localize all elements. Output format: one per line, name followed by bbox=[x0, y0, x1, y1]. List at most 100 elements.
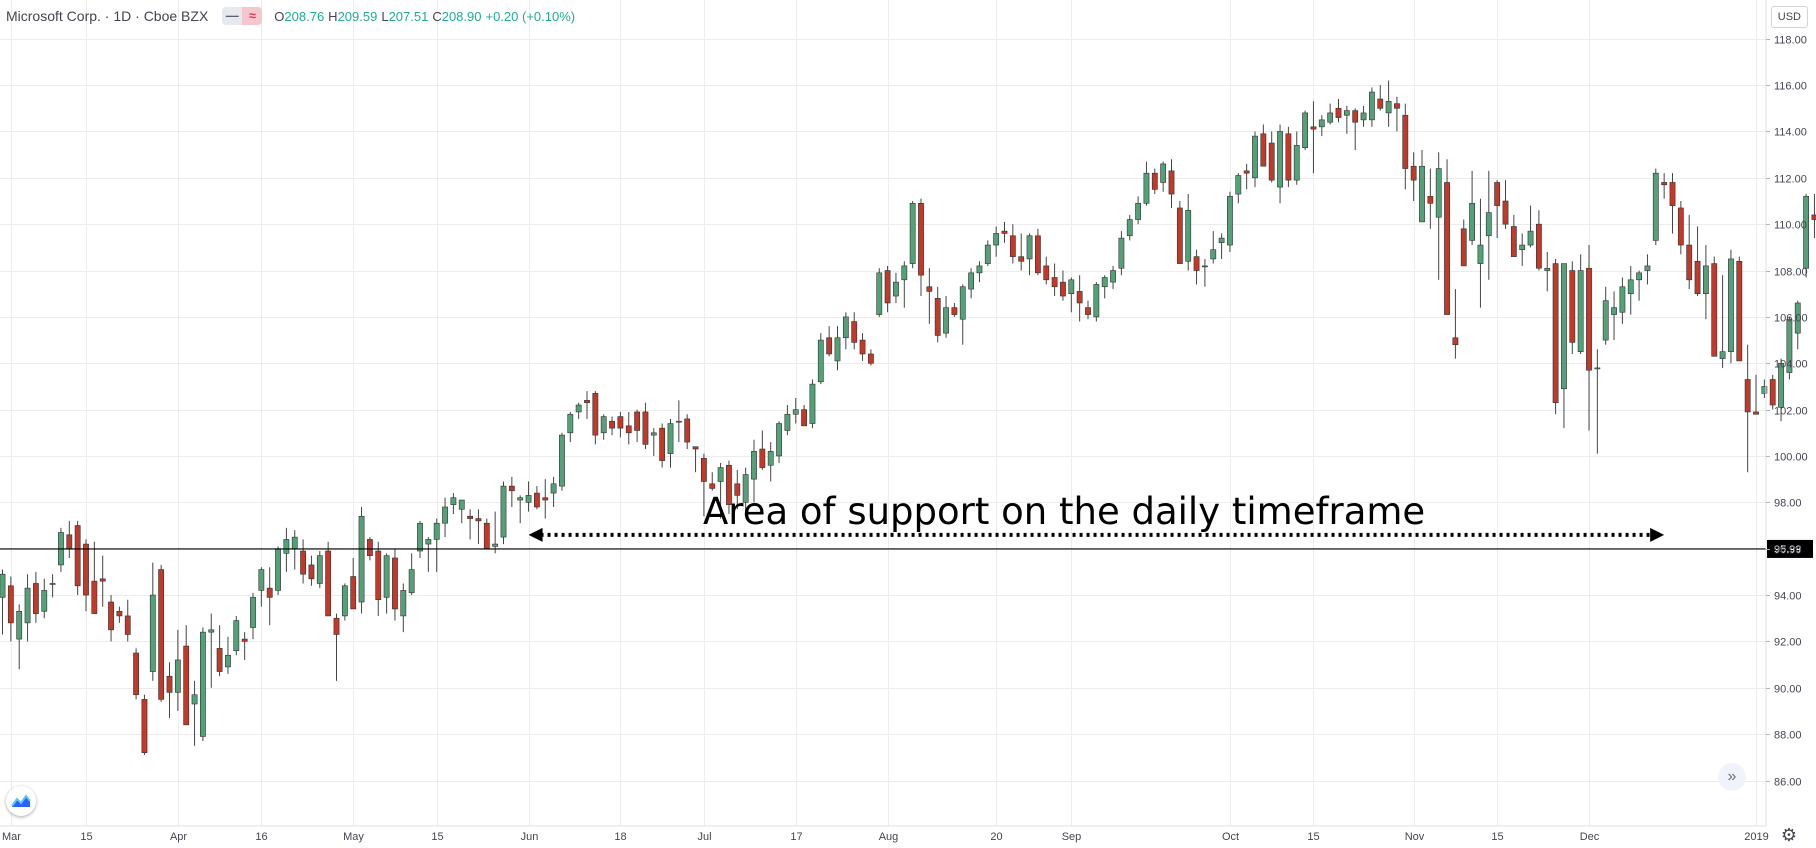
candle-body bbox=[1343, 110, 1350, 116]
candle-body bbox=[893, 281, 899, 297]
candle bbox=[1327, 103, 1334, 125]
candle-body bbox=[667, 423, 674, 454]
candle-body bbox=[617, 416, 624, 429]
candle bbox=[1469, 170, 1475, 246]
candle bbox=[943, 296, 949, 338]
candle bbox=[1168, 159, 1175, 208]
candle bbox=[826, 326, 833, 357]
candle bbox=[792, 398, 799, 424]
candle bbox=[417, 520, 423, 558]
candle-body bbox=[233, 620, 240, 651]
candle bbox=[909, 201, 916, 269]
candle bbox=[433, 518, 440, 572]
candle-body bbox=[200, 631, 206, 737]
candle-body bbox=[408, 569, 415, 594]
gear-icon[interactable]: ⚙ bbox=[1780, 825, 1798, 845]
candle bbox=[1460, 219, 1467, 267]
x-tick-label: Apr bbox=[170, 831, 187, 843]
arrow-head-left bbox=[528, 527, 543, 542]
candle-body bbox=[809, 383, 816, 424]
candle bbox=[751, 439, 757, 503]
candle-body bbox=[1293, 145, 1300, 181]
candle-body bbox=[1452, 337, 1459, 346]
candle-body bbox=[442, 506, 448, 524]
candle bbox=[1277, 124, 1283, 204]
candle bbox=[1669, 173, 1676, 234]
candle bbox=[49, 574, 56, 598]
candle bbox=[993, 226, 1000, 257]
candle-body bbox=[717, 467, 724, 482]
candle bbox=[1686, 214, 1693, 290]
candle-body bbox=[7, 585, 14, 624]
candle-body bbox=[1385, 101, 1392, 114]
candle-body bbox=[1561, 263, 1567, 390]
candle bbox=[1485, 170, 1492, 280]
candle bbox=[166, 662, 173, 718]
candle bbox=[300, 539, 306, 584]
candle bbox=[726, 460, 732, 514]
candle bbox=[1803, 194, 1809, 278]
approx-icon[interactable]: ≈ bbox=[242, 7, 263, 25]
candle-body bbox=[216, 648, 223, 672]
candle-body bbox=[208, 629, 215, 633]
candle-body bbox=[1135, 203, 1141, 220]
minus-icon[interactable]: — bbox=[222, 7, 243, 25]
candle bbox=[1794, 300, 1801, 350]
candle bbox=[275, 546, 281, 596]
candle bbox=[124, 599, 131, 642]
candle-body bbox=[1510, 226, 1517, 257]
support-annotation: Area of support on the daily timeframe bbox=[0, 490, 1766, 550]
candle bbox=[1594, 349, 1601, 454]
candle-body bbox=[1594, 367, 1601, 370]
candle bbox=[1544, 251, 1551, 292]
candle-body bbox=[1736, 260, 1743, 362]
candle-body bbox=[1018, 256, 1025, 262]
candle-body bbox=[366, 539, 373, 556]
currency-button[interactable]: USD bbox=[1770, 6, 1808, 28]
candle-body bbox=[1001, 230, 1008, 234]
candle bbox=[634, 409, 640, 443]
candle-body bbox=[166, 675, 173, 693]
candle bbox=[1410, 152, 1417, 201]
candle bbox=[559, 432, 565, 491]
time-axis[interactable]: Mar 15 Apr 16 May 15 Jun 18 Jul 17 Aug 20 Sep Oct 15 No… bbox=[0, 825, 1769, 843]
candle-body bbox=[32, 583, 39, 614]
chart-mode-pill[interactable]: — ≈ bbox=[222, 7, 263, 25]
candle-body bbox=[250, 597, 256, 628]
candle bbox=[350, 557, 357, 610]
candle bbox=[66, 520, 73, 558]
candle-body bbox=[149, 594, 156, 672]
candle bbox=[1268, 131, 1275, 183]
candle bbox=[1202, 258, 1208, 287]
candle-body bbox=[817, 339, 824, 383]
candle bbox=[1494, 180, 1501, 239]
candle bbox=[1085, 300, 1091, 320]
symbol-title[interactable]: Microsoft Corp. · 1D · Cboe BZX bbox=[6, 8, 209, 24]
candle-body bbox=[308, 564, 315, 580]
candle bbox=[867, 349, 874, 366]
candle-body bbox=[475, 518, 482, 522]
candle bbox=[609, 416, 615, 436]
candle bbox=[325, 541, 332, 617]
y-tick-label: 106.00 bbox=[1774, 313, 1808, 325]
candle-body bbox=[550, 483, 557, 494]
candle bbox=[233, 615, 240, 656]
candle bbox=[1285, 126, 1292, 188]
candle bbox=[358, 506, 365, 614]
tradingview-logo-icon[interactable] bbox=[6, 786, 36, 816]
candle-body bbox=[1176, 207, 1183, 264]
candle bbox=[58, 527, 64, 572]
candle bbox=[1385, 80, 1392, 127]
candle bbox=[809, 379, 816, 429]
candle bbox=[884, 265, 891, 313]
scroll-to-realtime-button[interactable]: » bbox=[1718, 763, 1746, 791]
candle bbox=[642, 402, 649, 450]
candle bbox=[533, 486, 540, 510]
ohlc-close-key: C bbox=[432, 8, 442, 24]
candle-body bbox=[1753, 411, 1759, 415]
candle bbox=[16, 604, 23, 670]
candle bbox=[1026, 233, 1033, 276]
price-axis[interactable]: 95.99 86.00 88.00 90.00 92.00 94.00 96.00 98.0… bbox=[1765, 0, 1813, 826]
candle-body bbox=[1394, 103, 1400, 109]
